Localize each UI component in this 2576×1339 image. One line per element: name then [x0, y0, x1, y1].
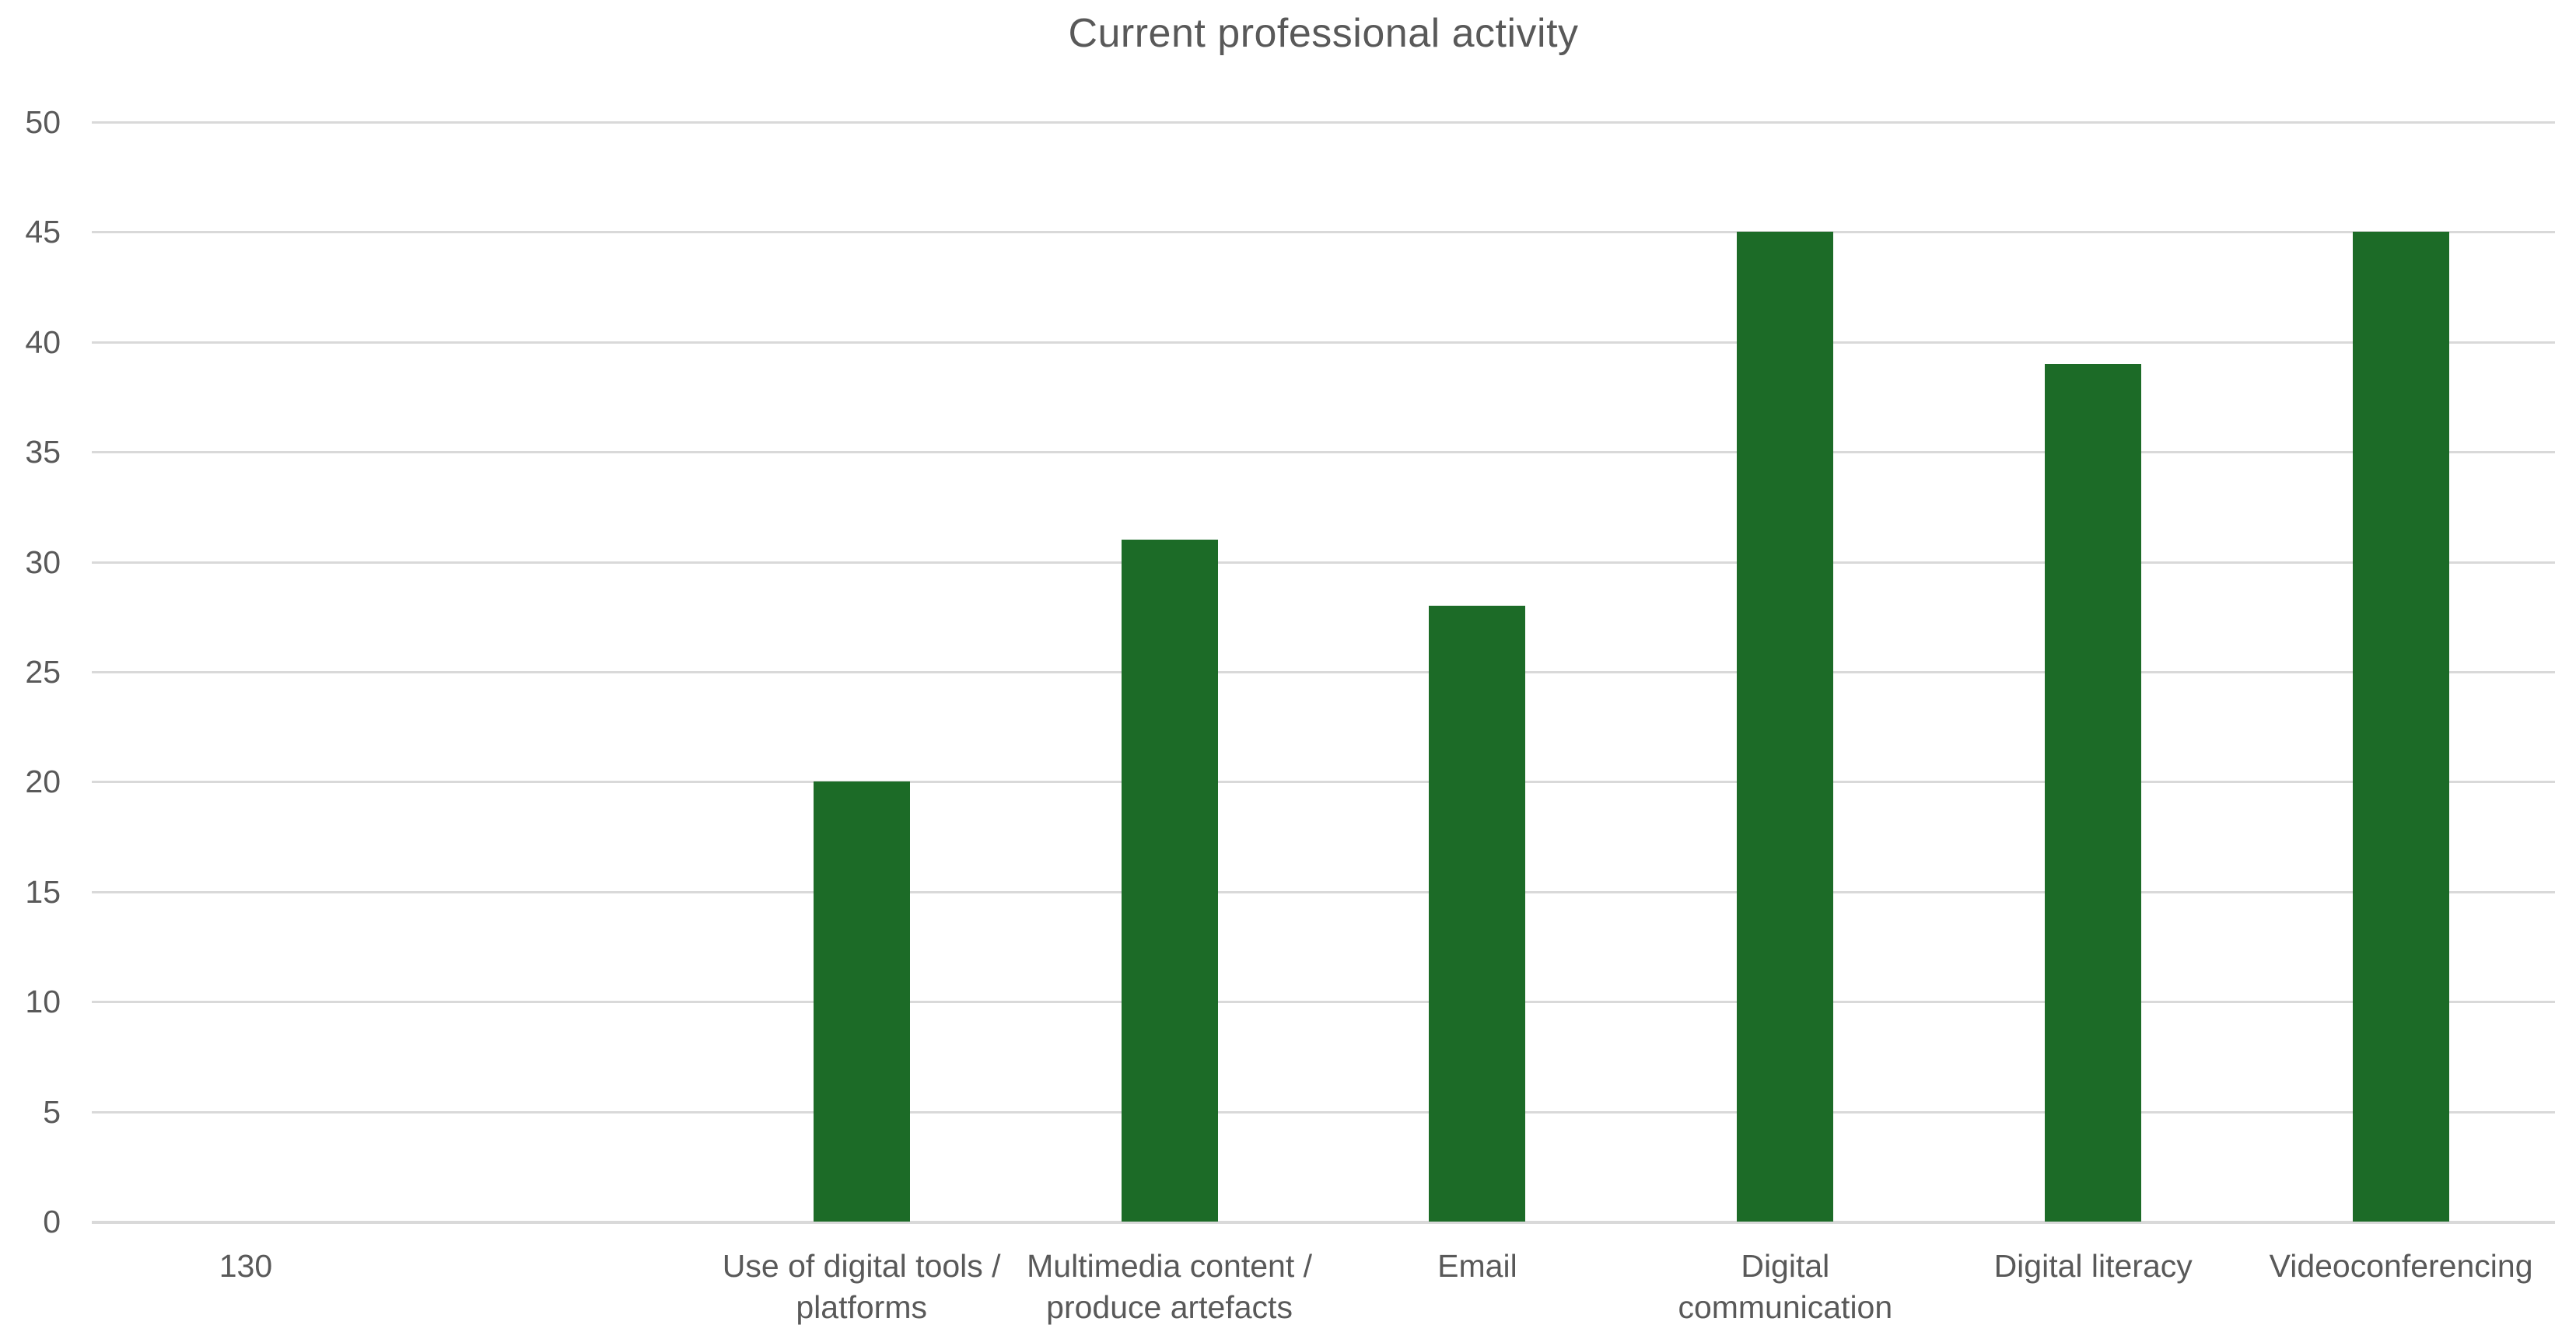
chart-title: Current professional activity [1068, 11, 1579, 56]
y-tick-label-50: 50 [25, 104, 61, 140]
y-tick-label-25: 25 [25, 654, 61, 690]
y-tick-label-5: 5 [43, 1093, 61, 1130]
y-tick-label-30: 30 [25, 544, 61, 580]
x-category-label-email: Email [1437, 1248, 1517, 1284]
x-category-label-digital-communication: Digital communication [1678, 1248, 1893, 1325]
gridline-20 [92, 781, 2555, 784]
bar-digital-literacy[interactable] [2045, 364, 2142, 1222]
y-tick-label-0: 0 [43, 1204, 61, 1239]
bar-email[interactable] [1429, 606, 1526, 1222]
gridline-45 [92, 231, 2555, 234]
y-tick-label-15: 15 [25, 873, 61, 910]
x-category-label-multimedia-content-produce-artefacts: Multimedia content / produce artefacts [1027, 1248, 1313, 1325]
y-tick-label-20: 20 [25, 764, 61, 800]
x-category-label-digital-literacy: Digital literacy [1993, 1248, 2193, 1284]
x-category-label-use-of-digital-tools-platforms: Use of digital tools / platforms [722, 1248, 1001, 1325]
bar-digital-communication[interactable] [1737, 232, 1834, 1222]
gridline-0 [92, 1221, 2555, 1224]
bar-use-of-digital-tools-platforms[interactable] [813, 781, 910, 1222]
gridline-15 [92, 890, 2555, 893]
bar-multimedia-content-produce-artefacts[interactable] [1121, 540, 1218, 1222]
y-tick-label-45: 45 [25, 214, 61, 250]
y-tick-label-10: 10 [25, 984, 61, 1020]
gridline-35 [92, 451, 2555, 454]
gridline-5 [92, 1110, 2555, 1114]
y-tick-label-40: 40 [25, 323, 61, 360]
x-category-label-videoconferencing: Videoconferencing [2269, 1248, 2533, 1284]
gridline-40 [92, 341, 2555, 344]
bar-videoconferencing[interactable] [2353, 232, 2450, 1222]
x-category-label-130: 130 [219, 1248, 273, 1284]
gridline-30 [92, 561, 2555, 564]
gridline-10 [92, 1001, 2555, 1004]
plot-area [92, 121, 2555, 1224]
gridline-50 [92, 121, 2555, 124]
y-tick-label-35: 35 [25, 434, 61, 470]
gridline-25 [92, 671, 2555, 673]
